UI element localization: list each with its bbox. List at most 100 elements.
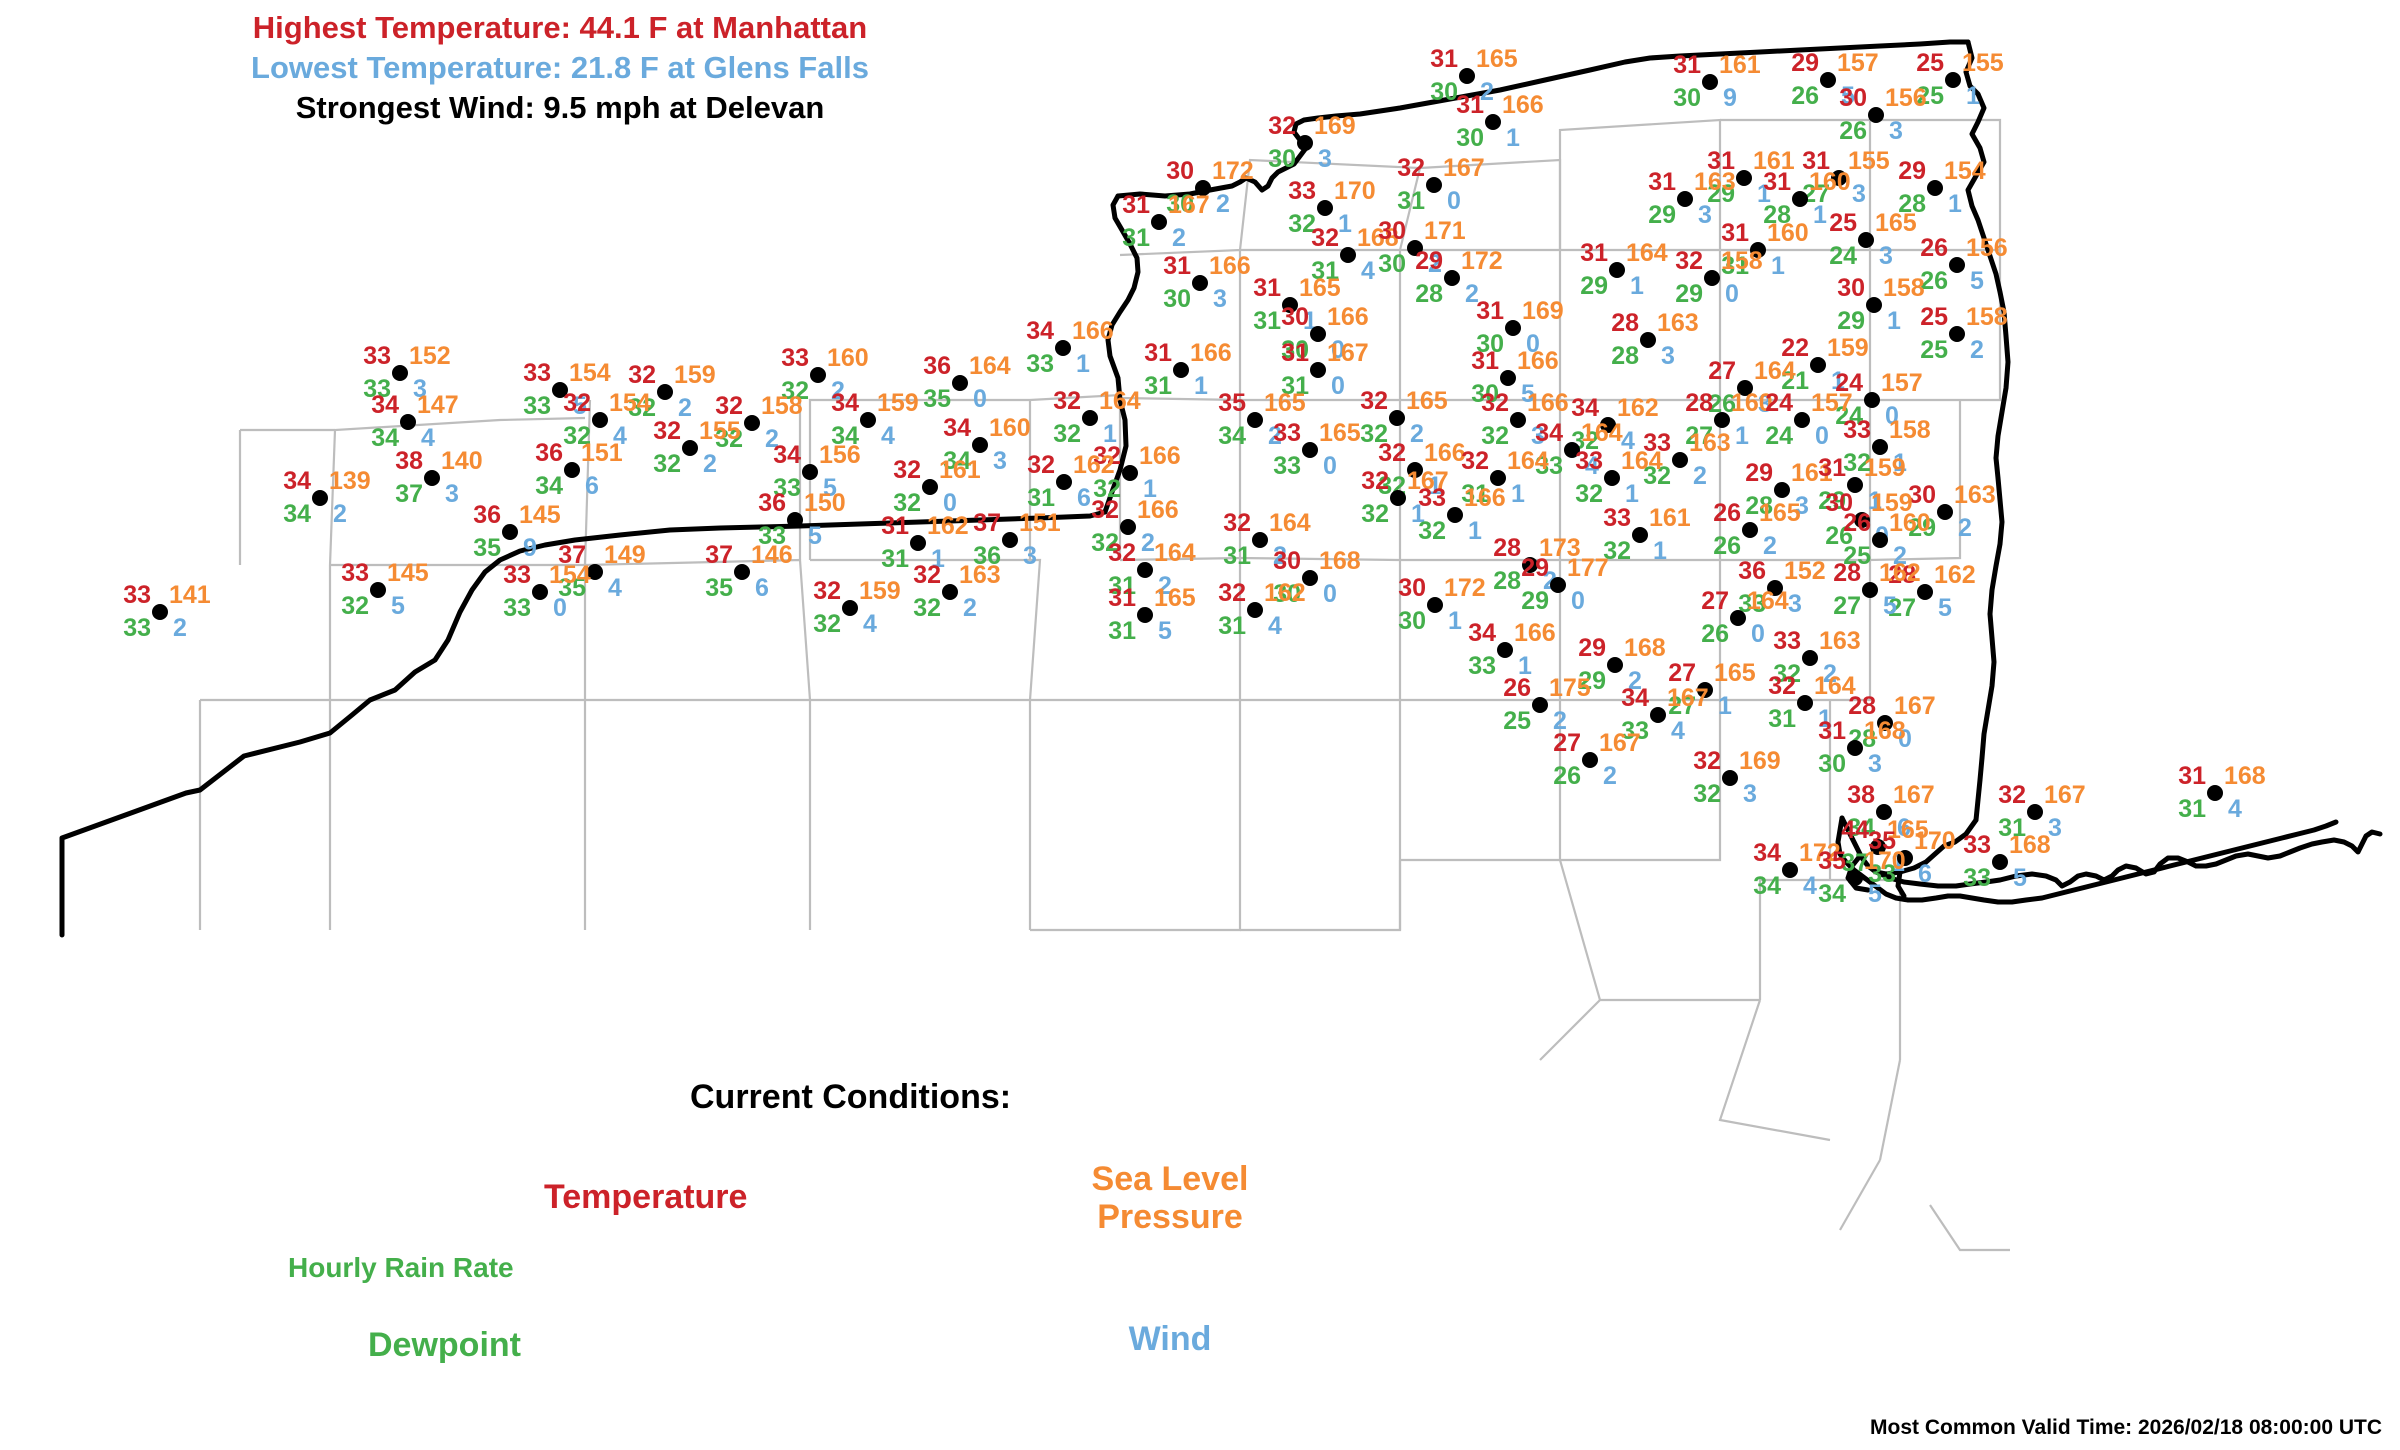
- station-sea-level-pressure: 166: [1464, 484, 1506, 512]
- station-marker-icon: [1247, 602, 1263, 618]
- station-wind: 3: [1788, 590, 1802, 618]
- station-temperature: 27: [1701, 587, 1729, 615]
- station-temperature: 36: [923, 352, 951, 380]
- station-temperature: 33: [1643, 429, 1671, 457]
- station-marker-icon: [1604, 470, 1620, 486]
- station-temperature: 30: [1837, 274, 1865, 302]
- station-marker-icon: [1897, 850, 1913, 866]
- station-temperature: 25: [1916, 49, 1944, 77]
- station-dewpoint: 33: [773, 474, 801, 502]
- station-marker-icon: [1820, 72, 1836, 88]
- station-temperature: 33: [123, 581, 151, 609]
- station-dewpoint: 32: [1093, 475, 1121, 503]
- header-summary: Highest Temperature: 44.1 F at Manhattan…: [0, 8, 1120, 128]
- station-dewpoint: 26: [1791, 82, 1819, 110]
- station-sea-level-pressure: 145: [387, 559, 429, 587]
- station-marker-icon: [1949, 257, 1965, 273]
- station-marker-icon: [1697, 682, 1713, 698]
- station-dewpoint: 32: [893, 489, 921, 517]
- station-dewpoint: 26: [1553, 762, 1581, 790]
- station-marker-icon: [1444, 270, 1460, 286]
- station-temperature: 22: [1781, 334, 1809, 362]
- station-dewpoint: 24: [1829, 242, 1857, 270]
- station-sea-level-pressure: 154: [1944, 157, 1986, 185]
- station-temperature: 33: [523, 359, 551, 387]
- station-marker-icon: [1282, 297, 1298, 313]
- station-wind: 2: [1158, 572, 1172, 600]
- station-temperature: 34: [1571, 394, 1599, 422]
- station-wind: 5: [1970, 267, 1984, 295]
- station-dewpoint: 28: [1493, 567, 1521, 595]
- station-wind: 9: [1723, 84, 1737, 112]
- station-temperature: 32: [1768, 672, 1796, 700]
- station-wind: 1: [1757, 180, 1771, 208]
- station-wind: 0: [1725, 280, 1739, 308]
- station-sea-level-pressure: 146: [751, 541, 793, 569]
- station-temperature: 38: [395, 447, 423, 475]
- station-dewpoint: 25: [1843, 542, 1871, 570]
- station-wind: 3: [1879, 242, 1893, 270]
- station-dewpoint: 24: [1835, 402, 1863, 430]
- station-marker-icon: [1774, 482, 1790, 498]
- station-sea-level-pressure: 167: [1443, 154, 1485, 182]
- station-wind: 1: [1948, 190, 1962, 218]
- station-marker-icon: [1120, 519, 1136, 535]
- station-dewpoint: 32: [1643, 462, 1671, 490]
- station-dewpoint: 31: [1397, 187, 1425, 215]
- station-wind: 4: [421, 424, 435, 452]
- station-marker-icon: [1447, 507, 1463, 523]
- station-temperature: 32: [628, 361, 656, 389]
- station-marker-icon: [1937, 504, 1953, 520]
- station-temperature: 31: [2178, 762, 2206, 790]
- station-dewpoint: 31: [1223, 542, 1251, 570]
- station-wind: 2: [703, 450, 717, 478]
- station-temperature: 32: [1268, 112, 1296, 140]
- station-sea-level-pressure: 155: [1962, 49, 2004, 77]
- station-temperature: 29: [1791, 49, 1819, 77]
- station-temperature: 30: [1378, 217, 1406, 245]
- station-sea-level-pressure: 159: [877, 389, 919, 417]
- station-sea-level-pressure: 164: [1507, 447, 1549, 475]
- station-dewpoint: 32: [715, 425, 743, 453]
- station-dewpoint: 32: [1091, 529, 1119, 557]
- station-dewpoint: 30: [1430, 78, 1458, 106]
- station-sea-level-pressure: 157: [1811, 389, 1853, 417]
- station-temperature: 36: [473, 501, 501, 529]
- station-wind: 2: [1763, 532, 1777, 560]
- station-dewpoint: 30: [1166, 190, 1194, 218]
- station-wind: 0: [1526, 330, 1540, 358]
- station-marker-icon: [370, 582, 386, 598]
- station-dewpoint: 30: [1818, 750, 1846, 778]
- legend-sea-level-pressure: Sea Level Pressure: [1020, 1160, 1320, 1236]
- station-dewpoint: 29: [1837, 307, 1865, 335]
- station-temperature: 34: [1753, 839, 1781, 867]
- station-dewpoint: 28: [1611, 342, 1639, 370]
- station-marker-icon: [1082, 410, 1098, 426]
- station-dewpoint: 34: [535, 472, 563, 500]
- station-sea-level-pressure: 160: [827, 344, 869, 372]
- station-dewpoint: 31: [1461, 480, 1489, 508]
- station-temperature: 31: [1253, 274, 1281, 302]
- station-temperature: 35: [1818, 847, 1846, 875]
- station-sea-level-pressure: 147: [417, 391, 459, 419]
- station-wind: 2: [1428, 250, 1442, 278]
- station-marker-icon: [1055, 340, 1071, 356]
- station-marker-icon: [312, 490, 328, 506]
- station-temperature: 32: [1378, 439, 1406, 467]
- station-sea-level-pressure: 159: [1827, 334, 1869, 362]
- station-sea-level-pressure: 165: [1406, 387, 1448, 415]
- station-temperature: 28: [1685, 389, 1713, 417]
- station-wind: 0: [1331, 336, 1345, 364]
- station-marker-icon: [1877, 715, 1893, 731]
- station-wind: 3: [993, 447, 1007, 475]
- station-sea-level-pressure: 164: [1814, 672, 1856, 700]
- station-marker-icon: [952, 375, 968, 391]
- station-marker-icon: [1137, 562, 1153, 578]
- station-marker-icon: [860, 412, 876, 428]
- station-temperature: 38: [1847, 781, 1875, 809]
- station-marker-icon: [1714, 412, 1730, 428]
- station-marker-icon: [1640, 332, 1656, 348]
- station-sea-level-pressure: 173: [1539, 534, 1581, 562]
- station-wind: 1: [1448, 607, 1462, 635]
- station-dewpoint: 33: [363, 375, 391, 403]
